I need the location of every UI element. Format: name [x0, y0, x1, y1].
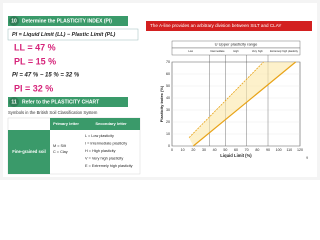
step-number: 11: [11, 99, 17, 105]
secondary-letter: H = High plasticity: [85, 149, 116, 153]
y-tick-label: 70: [166, 60, 170, 64]
y-tick-label: 0: [168, 144, 170, 148]
step-badge: [9, 97, 19, 107]
table-header: Secondary letter: [95, 121, 127, 126]
row-header-cell: [8, 130, 50, 174]
y-tick-label: 30: [166, 108, 170, 112]
header-cell: [82, 118, 140, 130]
banner-text: The A-line provides an arbitrary divisio…: [150, 23, 282, 28]
y-tick-label: 20: [166, 120, 170, 124]
step-title: Determine the PLASTICITY INDEX (PI): [22, 18, 112, 24]
header-cell: [50, 118, 82, 130]
y-tick-label: 10: [166, 132, 170, 136]
u-line: [188, 61, 264, 138]
step-bar: [8, 16, 128, 26]
step-badge: [9, 16, 19, 26]
y-axis-label: Plasticity index (%): [159, 85, 164, 122]
result: PI = 32 %: [14, 83, 53, 93]
y-tick-label: 40: [166, 96, 170, 100]
x-tick-label: 110: [286, 148, 292, 152]
plasticity-chart: 0 10 20 30 40 50 60 70 80 90 100 110 120 0 10 20 30 40 50 6…: [159, 40, 303, 158]
zone-label: High: [233, 49, 239, 53]
y-tick-label: 50: [166, 84, 170, 88]
x-tick-label: 40: [213, 148, 217, 152]
secondary-letter: E = Extremely high plasticity: [85, 164, 133, 168]
range-label: U Upper plasticity range: [215, 42, 258, 47]
slide: 10 Determine the PLASTICITY INDEX (PI) P…: [0, 0, 320, 180]
primary-letter: M = Silt: [53, 144, 67, 148]
step-bar: [8, 97, 128, 107]
zone-header: [171, 47, 301, 56]
table-header: Primary letter: [53, 121, 79, 126]
step-title: Refer to the PLASTICITY CHART: [22, 99, 99, 105]
page-number: 9: [306, 155, 309, 160]
zone-label: Extremely high plasticity: [270, 49, 299, 53]
x-axis-label: Liquid Limit (%): [220, 153, 252, 158]
zone-label: Intermediate: [210, 49, 225, 53]
x-tick-label: 70: [245, 148, 249, 152]
result: LL = 47 %: [14, 42, 56, 52]
zone-label: Very high: [252, 49, 263, 53]
x-tick-label: 0: [171, 148, 173, 152]
primary-letter: C = Clay: [53, 150, 68, 154]
x-tick-label: 30: [202, 148, 206, 152]
y-tick-label: 60: [166, 72, 170, 76]
zone-label: Low: [188, 49, 193, 53]
secondary-letter: V = Very high plasticity: [85, 157, 123, 161]
step-number: 10: [11, 18, 17, 24]
clay-region: [189, 62, 296, 146]
table-caption: Symbols in the British Soil Classificati…: [8, 110, 98, 115]
x-tick-label: 50: [223, 148, 227, 152]
secondary-letter: I = Intermediate plasticity: [85, 142, 127, 146]
x-tick-label: 100: [276, 148, 282, 152]
x-tick-label: 20: [191, 148, 195, 152]
x-tick-label: 80: [255, 148, 259, 152]
x-tick-label: 10: [181, 148, 185, 152]
banner: [146, 21, 312, 31]
formula-box: [7, 28, 139, 41]
result: PL = 15 %: [14, 56, 56, 66]
soil-type: Fine-grained soil: [12, 149, 46, 154]
secondary-letter: L = Low plasticity: [85, 134, 114, 138]
x-tick-label: 60: [234, 148, 238, 152]
formula: PI = Liquid Limit (LL) − Plastic Limit (…: [12, 32, 116, 38]
result: PI = 47 % − 15 % = 32 %: [12, 73, 80, 79]
x-tick-label: 120: [297, 148, 303, 152]
a-line: [192, 61, 297, 147]
x-tick-label: 90: [266, 148, 270, 152]
symbol-table: Primary letter Secondary letter Fine-gra…: [7, 117, 141, 175]
